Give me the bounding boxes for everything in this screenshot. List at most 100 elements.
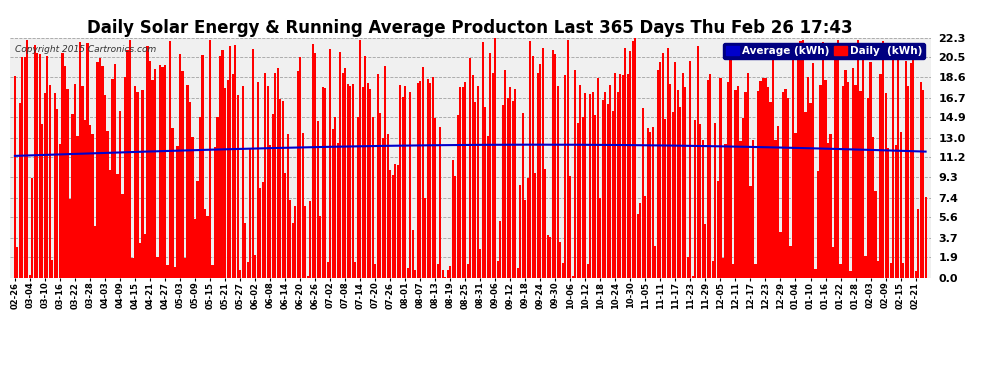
Bar bbox=[349, 86, 351, 278]
Bar bbox=[642, 108, 644, 278]
Bar bbox=[794, 134, 797, 278]
Bar bbox=[122, 194, 124, 278]
Bar bbox=[564, 75, 566, 278]
Bar bbox=[276, 68, 278, 278]
Bar bbox=[381, 138, 384, 278]
Bar bbox=[74, 84, 76, 278]
Bar bbox=[684, 87, 686, 278]
Bar bbox=[725, 144, 727, 278]
Bar bbox=[625, 48, 627, 278]
Bar bbox=[17, 247, 19, 278]
Bar bbox=[419, 81, 422, 278]
Bar bbox=[640, 203, 642, 278]
Bar bbox=[489, 53, 491, 278]
Bar bbox=[464, 82, 466, 278]
Bar bbox=[837, 40, 840, 278]
Bar bbox=[239, 270, 242, 278]
Bar bbox=[849, 271, 851, 278]
Bar bbox=[877, 261, 879, 278]
Bar bbox=[630, 51, 632, 278]
Bar bbox=[224, 88, 226, 278]
Bar bbox=[194, 219, 196, 278]
Bar bbox=[907, 86, 909, 278]
Bar bbox=[297, 71, 299, 278]
Bar bbox=[810, 103, 812, 278]
Bar bbox=[442, 270, 444, 278]
Bar bbox=[445, 277, 446, 278]
Bar bbox=[284, 174, 286, 278]
Bar bbox=[522, 112, 524, 278]
Bar bbox=[334, 117, 337, 278]
Bar bbox=[612, 111, 614, 278]
Bar bbox=[184, 258, 186, 278]
Bar bbox=[774, 140, 776, 278]
Bar bbox=[314, 53, 316, 278]
Bar bbox=[749, 186, 751, 278]
Bar bbox=[319, 216, 321, 278]
Bar bbox=[649, 132, 651, 278]
Bar bbox=[869, 62, 871, 278]
Bar bbox=[857, 40, 859, 278]
Bar bbox=[22, 57, 24, 278]
Bar bbox=[222, 50, 224, 278]
Bar bbox=[359, 40, 361, 278]
Bar bbox=[49, 85, 51, 278]
Bar bbox=[51, 260, 53, 278]
Bar bbox=[662, 53, 664, 278]
Bar bbox=[71, 114, 73, 278]
Bar bbox=[99, 58, 101, 278]
Bar bbox=[474, 102, 476, 278]
Bar bbox=[720, 78, 722, 278]
Bar bbox=[687, 256, 689, 278]
Bar bbox=[582, 117, 584, 278]
Bar bbox=[772, 58, 774, 278]
Bar bbox=[707, 80, 709, 278]
Bar bbox=[504, 70, 506, 278]
Bar bbox=[219, 56, 221, 278]
Bar bbox=[594, 115, 596, 278]
Bar bbox=[537, 73, 539, 278]
Bar bbox=[53, 93, 56, 278]
Bar bbox=[345, 68, 346, 278]
Bar bbox=[19, 104, 21, 278]
Bar bbox=[712, 261, 714, 278]
Bar bbox=[566, 40, 569, 278]
Bar bbox=[820, 85, 822, 278]
Bar bbox=[202, 55, 204, 278]
Bar bbox=[514, 89, 517, 278]
Bar bbox=[589, 94, 591, 278]
Bar bbox=[307, 276, 309, 278]
Bar bbox=[332, 129, 334, 278]
Bar bbox=[132, 258, 134, 278]
Bar bbox=[812, 63, 814, 278]
Bar bbox=[407, 268, 409, 278]
Bar bbox=[256, 82, 258, 278]
Bar bbox=[397, 165, 399, 278]
Bar bbox=[148, 62, 151, 278]
Bar bbox=[234, 45, 237, 278]
Text: Copyright 2015 Cartronics.com: Copyright 2015 Cartronics.com bbox=[15, 45, 155, 54]
Bar bbox=[94, 226, 96, 278]
Bar bbox=[437, 264, 439, 278]
Bar bbox=[461, 87, 463, 278]
Bar bbox=[254, 255, 256, 278]
Bar bbox=[424, 198, 427, 278]
Bar bbox=[487, 136, 489, 278]
Bar bbox=[112, 80, 114, 278]
Bar bbox=[782, 92, 784, 278]
Bar bbox=[196, 182, 199, 278]
Bar bbox=[189, 102, 191, 278]
Bar bbox=[607, 104, 609, 278]
Bar bbox=[692, 276, 694, 278]
Bar bbox=[66, 89, 68, 278]
Bar bbox=[902, 263, 904, 278]
Bar bbox=[134, 86, 136, 278]
Bar bbox=[342, 73, 344, 278]
Bar bbox=[281, 101, 284, 278]
Bar bbox=[69, 199, 71, 278]
Bar bbox=[632, 41, 634, 278]
Bar bbox=[572, 276, 574, 278]
Bar bbox=[361, 87, 363, 278]
Bar bbox=[762, 78, 764, 278]
Bar bbox=[519, 185, 522, 278]
